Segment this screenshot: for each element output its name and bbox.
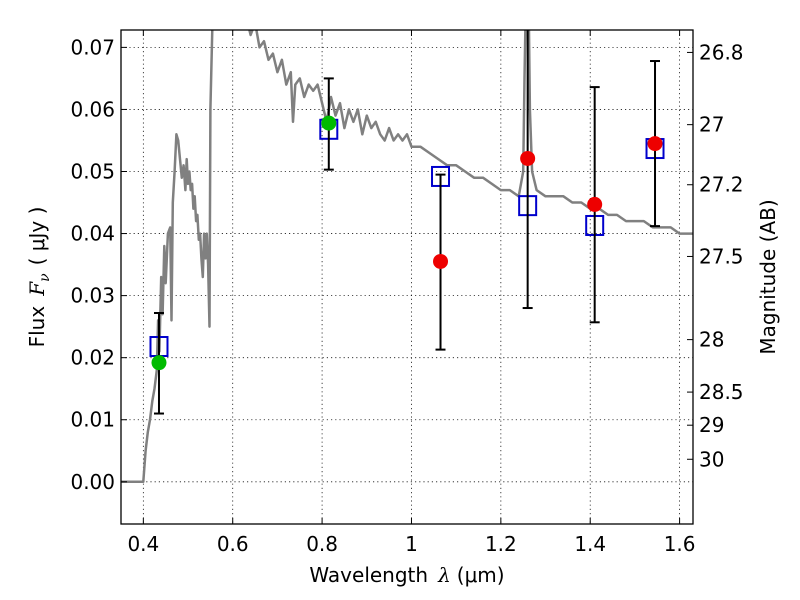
x-tick-label: 1.6: [664, 532, 696, 556]
data-layer: [121, 30, 693, 484]
x-axis-label-var: λ: [437, 563, 451, 587]
x-tick-label: 1.2: [485, 532, 517, 556]
frame: [120, 29, 694, 525]
observed-point: [647, 136, 663, 152]
grid: [121, 30, 693, 524]
y2-tick-label: 27.2: [699, 173, 744, 197]
y-axis-label-sub: ν: [37, 273, 53, 282]
y-tick-label: 0.06: [70, 97, 115, 121]
y2-tick-label: 29: [699, 413, 724, 437]
y-axis-label: Flux Fν ( μJy ): [25, 207, 53, 348]
observed-point: [151, 355, 167, 371]
x-axis-label-unit: (μm): [457, 563, 505, 587]
y2-tick-label: 28.5: [699, 380, 744, 404]
plot-frame: [120, 29, 694, 525]
y-tick-label: 0.01: [70, 408, 115, 432]
y-tick-label: 0.04: [70, 222, 115, 246]
y2-axis-label: Magnitude (AB): [756, 199, 780, 354]
y2-ticks: 26.8 27 27.2 27.5 28 28.5 29 30: [687, 40, 744, 471]
y-axis-label-unit: ( μJy ): [25, 207, 49, 266]
y-tick-label: 0.03: [70, 284, 115, 308]
y2-tick-label: 26.8: [699, 40, 744, 64]
y2-tick-label: 30: [699, 447, 724, 471]
x-tick-label: 0.4: [127, 532, 159, 556]
y-axis-label-prefix: Flux: [25, 306, 49, 348]
observed-point: [587, 196, 603, 212]
y-ticks: 0.00 0.01 0.02 0.03 0.04 0.05 0.06 0.07: [70, 35, 127, 494]
y2-tick-label: 27.5: [699, 244, 744, 268]
observed-point: [433, 253, 449, 269]
x-tick-label: 1.4: [574, 532, 606, 556]
y-tick-label: 0.02: [70, 346, 115, 370]
x-axis-label-prefix: Wavelength: [309, 563, 428, 587]
y-tick-label: 0.07: [70, 35, 115, 59]
y-tick-label: 0.05: [70, 159, 115, 183]
y-tick-label: 0.00: [70, 470, 115, 494]
x-tick-label: 0.8: [306, 532, 338, 556]
y2-tick-label: 28: [699, 328, 724, 352]
plot-area: [121, 30, 693, 524]
sed-line: [121, 30, 693, 484]
x-tick-label: 1: [405, 532, 418, 556]
y2-tick-label: 27: [699, 113, 724, 137]
x-tick-label: 0.6: [217, 532, 249, 556]
x-ticks: 0.4 0.6 0.8 1 1.2 1.4 1.6: [127, 30, 696, 556]
x-axis-label: Wavelength λ (μm): [309, 563, 504, 587]
y-axis-label-var: F: [25, 281, 49, 297]
observed-point: [520, 150, 536, 166]
observed-point: [321, 115, 337, 131]
